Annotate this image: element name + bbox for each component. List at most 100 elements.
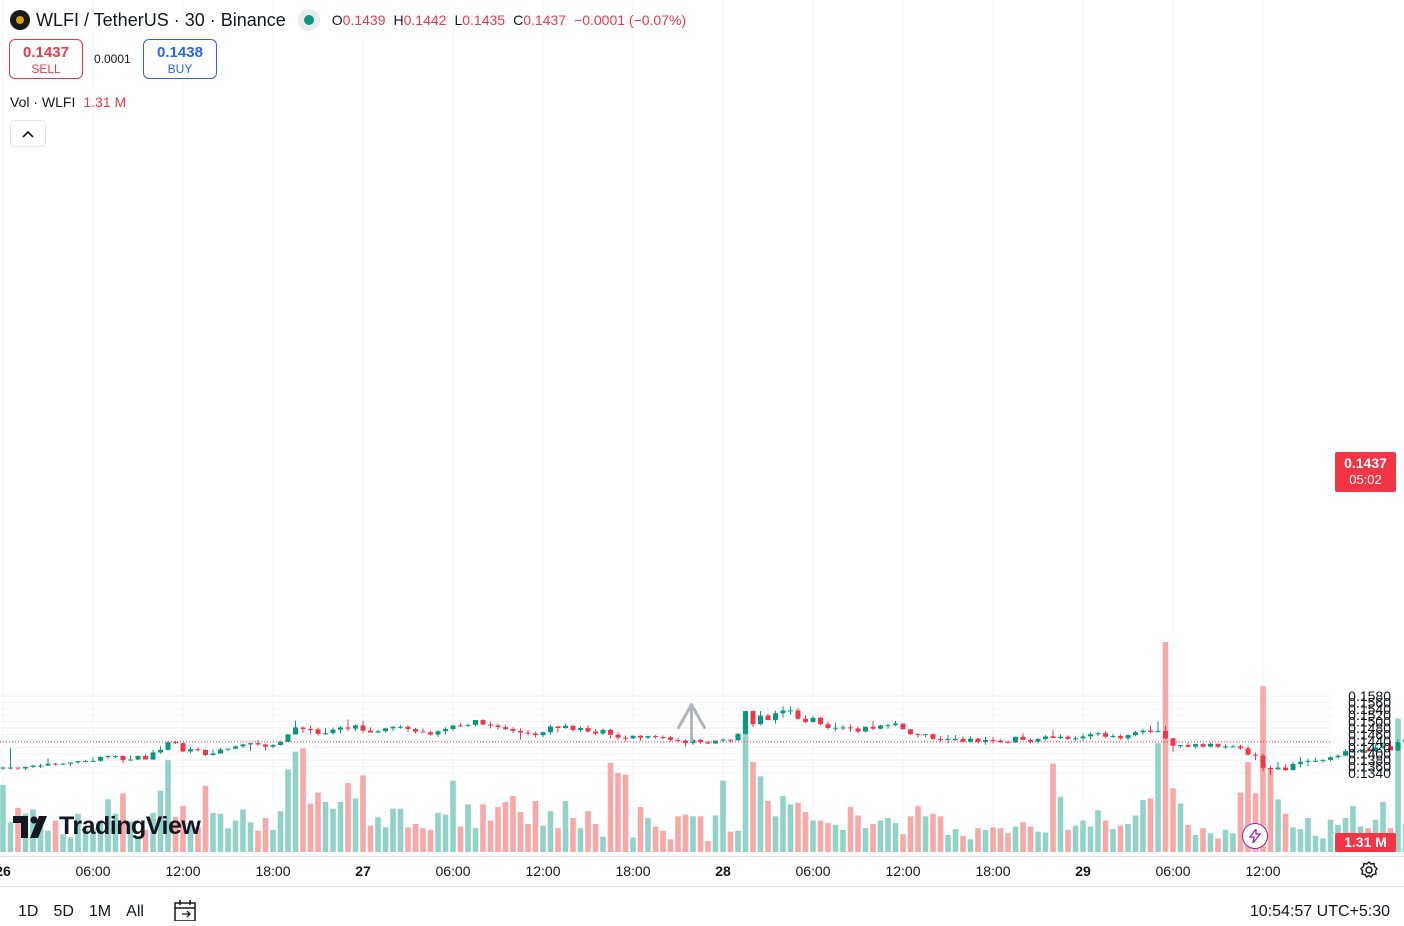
arrow-annotation[interactable] [677, 703, 706, 742]
volume-legend[interactable]: Vol · WLFI 1.31 M [10, 94, 127, 110]
collapse-legend-button[interactable] [10, 120, 46, 147]
candle-body [1253, 754, 1258, 756]
volume-bar [832, 824, 839, 852]
volume-bar [600, 836, 606, 852]
lightning-icon[interactable] [1242, 823, 1268, 849]
volume-bar [960, 835, 966, 852]
candle-body [938, 738, 943, 740]
time-tick-label: 06:00 [435, 863, 470, 879]
volume-bar [862, 828, 869, 852]
candle-body [1058, 736, 1063, 739]
candle-body [255, 743, 261, 745]
utc-clock[interactable]: 10:54:57 UTC+5:30 [1249, 903, 1390, 920]
candle-body [870, 726, 876, 729]
volume-bar [547, 811, 554, 852]
symbol-title[interactable]: WLFI / TetherUS · 30 · Binance [36, 9, 286, 30]
volume-bar [795, 802, 801, 852]
candle-body [1245, 748, 1251, 755]
candle-body [128, 759, 133, 761]
volume-bar [1012, 826, 1019, 852]
volume-bar [765, 801, 771, 852]
candle-body [1125, 735, 1131, 739]
price-chart[interactable]: 0.13400.13600.13800.14000.14200.14400.14… [0, 0, 1404, 886]
price-tick-label: 0.1560 [1348, 694, 1391, 710]
range-1m-button[interactable]: 1M [88, 903, 112, 920]
volume-bar [382, 827, 389, 852]
candle-body [683, 740, 688, 744]
candle-body [1320, 759, 1326, 761]
arrow-head [677, 703, 706, 730]
ohlc-values: O 0.1439 H 0.1442 L 0.1435 C 0.1437 −0.0001 … [331, 12, 687, 28]
volume-bar [1035, 831, 1041, 852]
volume-bar [1380, 801, 1386, 852]
candle-body [923, 734, 928, 736]
time-axis[interactable]: 26 06:00 12:00 18:00 27 06:00 12:00 18:00 28 06:0… [0, 863, 1281, 879]
candle-body [1013, 736, 1018, 743]
volume-bar [405, 827, 411, 852]
candle-body [758, 715, 763, 725]
candle-body [1080, 736, 1086, 739]
candle-body [390, 726, 396, 729]
candle-body [1313, 760, 1318, 762]
tradingview-logo[interactable]: TradingView [13, 812, 201, 841]
volume-bar [1140, 800, 1146, 852]
candle-body [338, 727, 343, 730]
calendar-icon[interactable] [173, 899, 199, 926]
candle-body [1298, 761, 1303, 765]
candle-body [240, 744, 246, 747]
candle-body [270, 745, 276, 747]
candle-body [225, 748, 231, 750]
candle-body [810, 717, 816, 722]
volume-bar [1222, 829, 1229, 852]
candle-body [953, 738, 958, 740]
candle-body [675, 739, 681, 741]
volume-bar [442, 814, 449, 852]
candle-body [915, 734, 921, 736]
volume-bar [1027, 826, 1034, 852]
chart-header: WLFI / TetherUS · 30 · Binance O 0.1439 H… [10, 8, 694, 32]
settings-gear-icon[interactable] [1359, 860, 1379, 885]
candle-body [1043, 736, 1048, 739]
price-axis[interactable]: 0.13400.13600.13800.14000.14200.14400.14… [1348, 688, 1391, 781]
candle-body [705, 742, 711, 744]
volume-bar [307, 803, 314, 852]
volume-bar [142, 829, 149, 852]
volume-bar [615, 772, 621, 852]
volume-bar [67, 837, 74, 852]
candle-body [855, 728, 861, 732]
volume-bar [262, 818, 269, 852]
candle-body [750, 711, 756, 725]
candle-body [1208, 743, 1213, 747]
volume-bar [187, 823, 194, 852]
volume-bar [945, 835, 951, 852]
candle-body [165, 742, 171, 750]
candle-body [83, 761, 88, 763]
candle-body [593, 731, 598, 734]
range-5d-button[interactable]: 5D [53, 903, 74, 920]
volume-bar [457, 826, 464, 852]
candle-body [983, 739, 988, 742]
volume-bar [120, 793, 126, 852]
volume-bar [652, 826, 659, 852]
buy-button[interactable]: 0.1438 BUY [143, 39, 217, 79]
volume-bar [157, 790, 164, 852]
volume-bar [435, 812, 441, 852]
volume-bar [232, 820, 239, 852]
volume-bar [292, 751, 299, 852]
candle-body [990, 739, 996, 741]
market-status-icon[interactable] [297, 9, 320, 31]
volume-bar [817, 820, 824, 852]
candle-body [645, 736, 651, 738]
range-all-button[interactable]: All [126, 903, 144, 920]
volume-bar [1177, 803, 1184, 852]
range-1d-button[interactable]: 1D [18, 903, 39, 920]
candle-body [1230, 746, 1236, 748]
volume-bar [202, 785, 209, 852]
candle-body [608, 729, 613, 735]
candle-body [465, 724, 471, 726]
volume-bar [1132, 815, 1139, 852]
sell-button[interactable]: 0.1437 SELL [9, 39, 83, 79]
candle-body [1238, 746, 1243, 749]
candle-body [863, 726, 868, 732]
volume-bar [900, 834, 906, 852]
